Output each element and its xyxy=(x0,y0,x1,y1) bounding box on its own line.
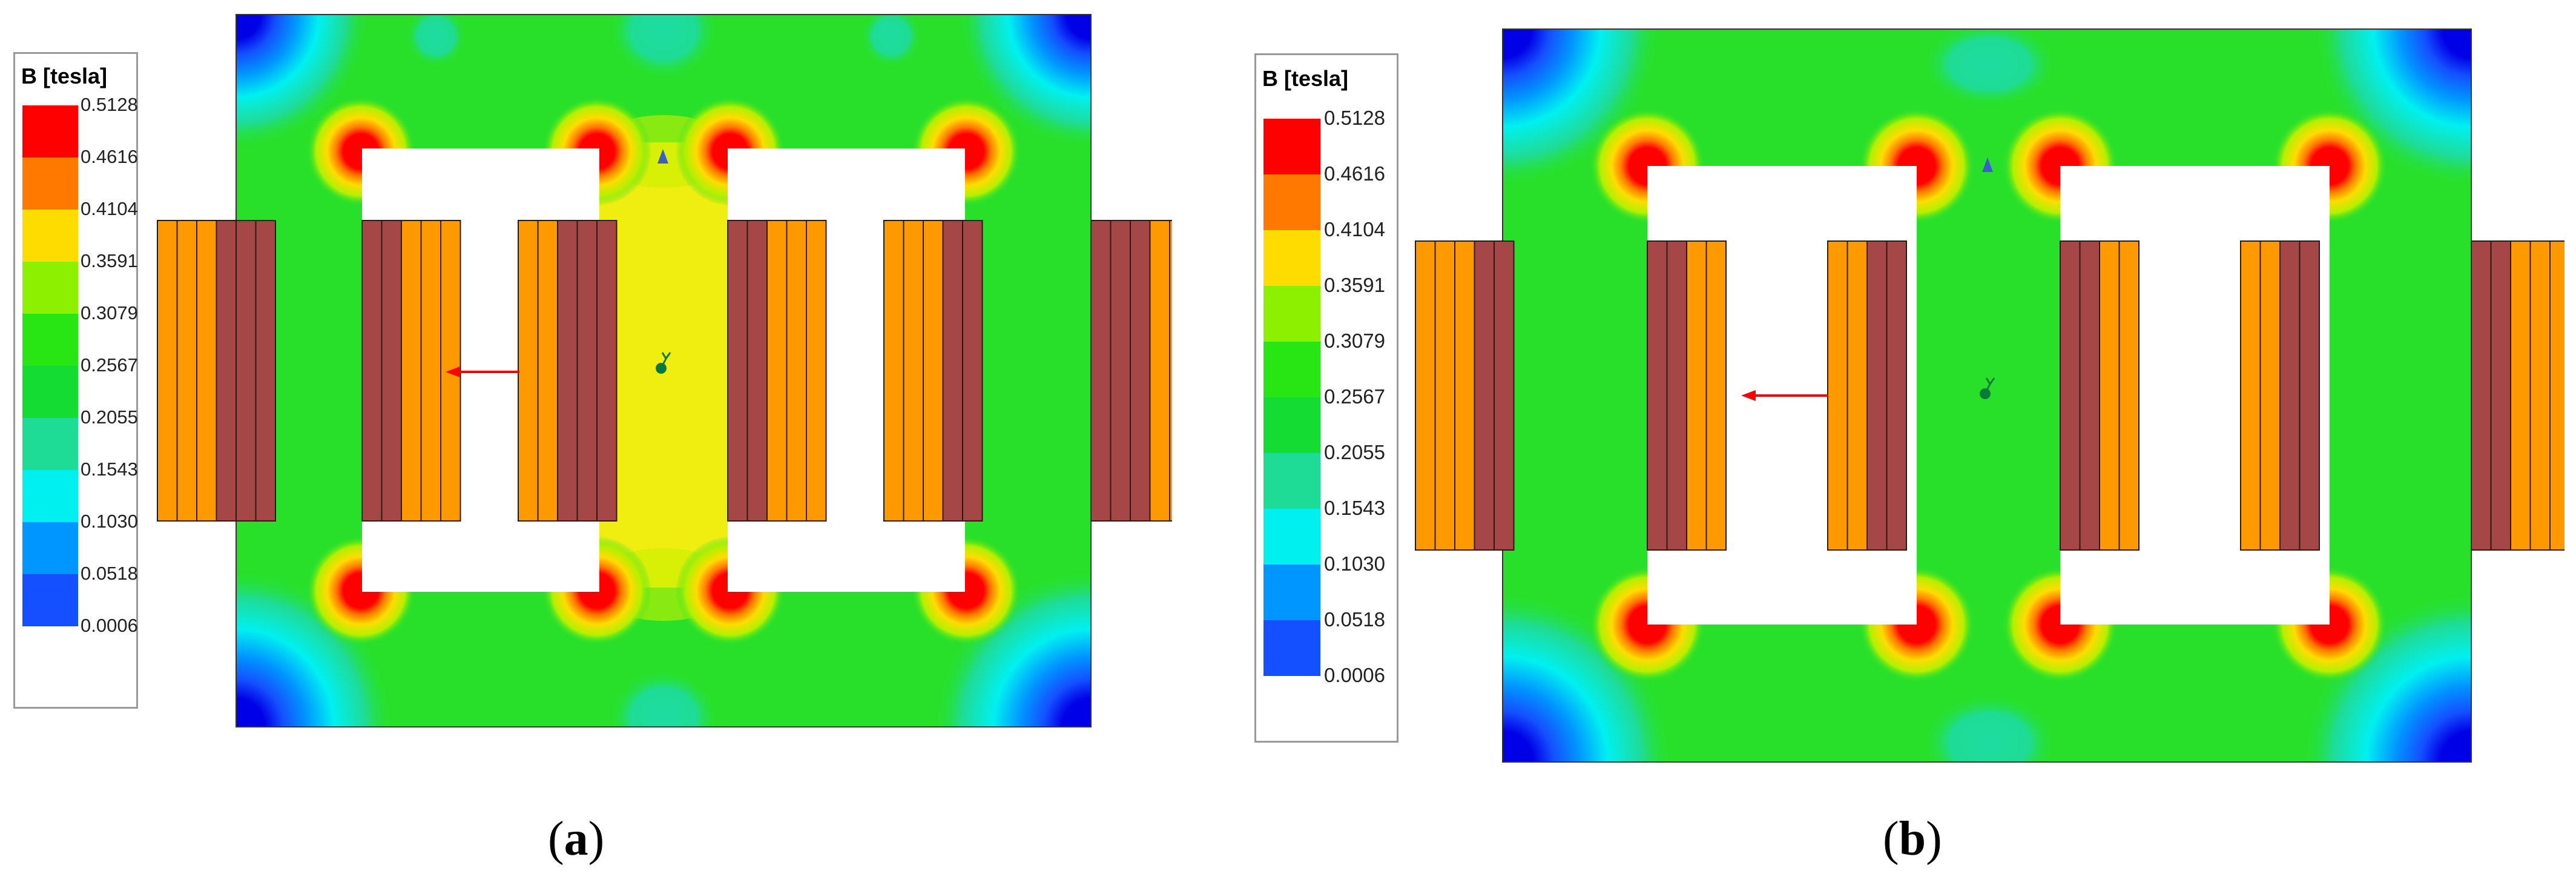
coil-winding xyxy=(2471,240,2564,551)
legend-swatch xyxy=(1263,174,1320,230)
legend-swatch xyxy=(1263,620,1320,676)
legend-swatch xyxy=(22,366,78,418)
legend-swatch xyxy=(1263,342,1320,397)
legend-swatch xyxy=(1263,565,1320,620)
flux-density-plot-b xyxy=(1415,28,2564,763)
legend-swatch xyxy=(1263,509,1320,565)
force-arrow xyxy=(1741,390,1828,401)
legend-swatch xyxy=(1263,286,1320,342)
caption-a: (a) xyxy=(548,812,605,866)
legend-value: 0.4616 xyxy=(81,146,138,168)
legend-value: 0.0006 xyxy=(1324,664,1385,687)
legend-value: 0.1030 xyxy=(1324,552,1385,575)
legend-swatch xyxy=(1263,230,1320,286)
legend-value: 0.1543 xyxy=(1324,497,1385,520)
flux-density-plot-a xyxy=(157,14,1172,727)
coil-winding xyxy=(1827,240,1907,551)
coil-winding xyxy=(2060,240,2140,551)
coil-winding xyxy=(1415,240,1515,551)
legend-title: B [tesla] xyxy=(1262,66,1349,91)
legend-value: 0.5128 xyxy=(81,94,138,116)
coil-winding xyxy=(518,220,618,522)
legend-swatch xyxy=(22,574,78,626)
legend-swatch xyxy=(22,418,78,470)
legend-value: 0.1030 xyxy=(81,511,138,532)
coils xyxy=(1415,240,2564,551)
legend-value: 0.4104 xyxy=(1324,218,1385,241)
legend-b: B [tesla] 0.5128 0.4616 0.4104 0.3591 0.3079… xyxy=(1254,53,1398,743)
legend-value: 0.0518 xyxy=(1324,608,1385,631)
coordinate-axis-marker xyxy=(1980,377,1995,399)
legend-value: 0.2055 xyxy=(1324,441,1385,464)
legend-swatch xyxy=(1263,453,1320,509)
legend-value: 0.2567 xyxy=(1324,385,1385,408)
coil-winding xyxy=(157,220,276,522)
legend-swatch xyxy=(22,522,78,574)
legend-swatch xyxy=(22,470,78,522)
legend-swatch xyxy=(1263,119,1320,174)
legend-value: 0.4104 xyxy=(81,198,138,220)
coil-winding xyxy=(727,220,827,522)
legend-swatch xyxy=(22,262,78,314)
corner-field-low xyxy=(236,15,369,148)
caption-letter: b xyxy=(1899,812,1926,866)
legend-value: 0.5128 xyxy=(1324,107,1385,130)
legend-value: 0.2567 xyxy=(81,354,138,376)
coordinate-axis-marker xyxy=(656,352,671,374)
legend-value: 0.0006 xyxy=(81,615,138,637)
legend-value: 0.3079 xyxy=(81,302,138,324)
legend-swatch xyxy=(22,314,78,366)
coil-winding xyxy=(361,220,461,522)
legend-a: B [tesla] 0.5128 0.4616 0.4104 0.3591 0.3079… xyxy=(13,52,138,709)
legend-value: 0.0518 xyxy=(81,563,138,585)
legend-value: 0.2055 xyxy=(81,406,138,428)
corner-field-low xyxy=(958,15,1091,148)
coil-winding xyxy=(1647,240,1727,551)
coil-winding xyxy=(1090,220,1172,522)
corner-field-low xyxy=(1503,29,1660,187)
coil-winding xyxy=(883,220,983,522)
legend-swatch xyxy=(1263,397,1320,453)
legend-swatch xyxy=(22,157,78,210)
triangle-marker xyxy=(1982,157,1993,172)
coils xyxy=(157,220,1172,522)
triangle-marker xyxy=(657,149,668,164)
corner-field-low xyxy=(2302,592,2471,762)
caption-b: (b) xyxy=(1883,812,1942,866)
corner-field-low xyxy=(1503,592,1672,762)
legend-value: 0.1543 xyxy=(81,459,138,480)
corner-field-low xyxy=(2314,29,2471,187)
caption-letter: a xyxy=(564,812,588,866)
corner-field-low xyxy=(236,569,394,727)
legend-swatch xyxy=(22,105,78,157)
legend-value: 0.3591 xyxy=(1324,274,1385,297)
force-arrow xyxy=(446,366,519,377)
legend-value: 0.4616 xyxy=(1324,162,1385,185)
legend-value: 0.3079 xyxy=(1324,330,1385,353)
legend-value: 0.3591 xyxy=(81,250,138,272)
legend-title: B [tesla] xyxy=(21,64,108,88)
legend-swatch xyxy=(22,210,78,262)
corner-field-low xyxy=(934,569,1091,727)
coil-winding xyxy=(2240,240,2320,551)
